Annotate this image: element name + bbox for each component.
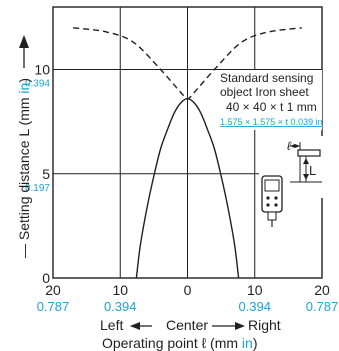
sensor-diagram-icon: ℓ L — [259, 136, 325, 227]
y-axis-close: ) — [16, 78, 32, 83]
y-axis-label: — Setting distance L (mm in) — [16, 35, 32, 258]
y-tick-label: 5 — [42, 166, 50, 182]
y-axis-arrow-icon — [19, 35, 29, 48]
x-tick-inch-label: 0.394 — [238, 299, 271, 314]
x-axis-direction: Left Center Right — [100, 317, 281, 333]
x-tick-inch-label: 0.394 — [104, 299, 137, 314]
left-arrow-icon — [130, 322, 140, 330]
ell-marker: ℓ — [287, 139, 292, 153]
standard-object-annotation: Standard sensing object Iron sheet 40 × … — [218, 70, 323, 130]
x-tick-label: 10 — [112, 282, 128, 298]
x-tick-inch-label: 0.787 — [306, 299, 339, 314]
x-tick-label: 10 — [247, 282, 263, 298]
annotation-line2: object Iron sheet — [220, 85, 309, 99]
y-tick-label: 10 — [34, 62, 50, 78]
L-marker: L — [309, 163, 316, 178]
x-label-right: Right — [248, 317, 281, 333]
series-layer — [73, 27, 302, 279]
grid — [52, 6, 323, 279]
x-axis-title: Operating point ℓ (mm in) — [102, 335, 258, 351]
x-label-center: Center — [166, 317, 208, 333]
x-tick-label: 20 — [314, 282, 330, 298]
svg-text:— Setting distance L (mm in): — Setting distance L (mm in) — [16, 78, 32, 258]
dashed-envelope-line — [73, 27, 302, 100]
x-tick-label: 20 — [45, 282, 61, 298]
annotation-line1: Standard sensing — [220, 71, 313, 85]
y-axis-unit: in — [16, 83, 32, 94]
x-label-left: Left — [100, 317, 123, 333]
annotation-line4: 1.575 × 1.575 × t 0.039 in — [220, 117, 323, 127]
iron-sheet — [297, 149, 321, 157]
y-axis-title: — Setting distance L (mm — [16, 94, 32, 258]
right-arrow-icon — [235, 322, 245, 330]
annotation-line3: 40 × 40 × t 1 mm — [226, 100, 317, 114]
y-tick-inch-label: 0.394 — [25, 79, 50, 90]
x-tick-inch-label: 0.787 — [37, 299, 70, 314]
y-tick-label: 0 — [42, 270, 50, 286]
y-tick-inch-label: 0.197 — [25, 183, 50, 194]
x-tick-label: 0 — [184, 282, 192, 298]
